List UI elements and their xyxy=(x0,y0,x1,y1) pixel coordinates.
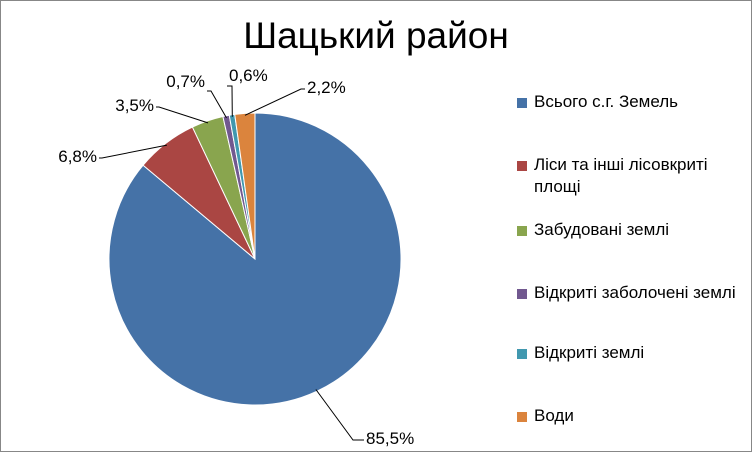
data-label: 0,7% xyxy=(166,72,205,91)
leader-line xyxy=(99,144,167,159)
legend-swatch xyxy=(517,98,527,108)
chart-title: Шацький район xyxy=(243,15,509,56)
legend-swatch xyxy=(517,161,527,171)
legend-label: Всього с.г. Земель xyxy=(534,92,679,111)
legend-label: Забудовані землі xyxy=(534,220,670,239)
data-label: 85,5% xyxy=(366,429,414,448)
legend-label: Ліси та інші лісовкриті площі xyxy=(534,155,708,196)
data-label: 6,8% xyxy=(58,147,97,166)
leader-line xyxy=(207,90,227,119)
leader-line xyxy=(227,85,233,117)
data-label: 0,6% xyxy=(229,66,268,85)
pie-slice xyxy=(234,112,256,260)
leader-line xyxy=(244,88,305,116)
legend-swatch xyxy=(517,289,527,299)
data-label: 3,5% xyxy=(115,96,154,115)
leader-line xyxy=(315,389,364,441)
legend-label: Води xyxy=(534,406,574,425)
legend-label: Відкриті землі xyxy=(534,343,645,362)
legend-label: Відкриті заболочені землі xyxy=(534,283,736,302)
leader-line xyxy=(156,106,209,124)
legend-swatch xyxy=(517,226,527,236)
data-label: 2,2% xyxy=(307,78,346,97)
legend-swatch xyxy=(517,412,527,422)
legend-swatch xyxy=(517,349,527,359)
